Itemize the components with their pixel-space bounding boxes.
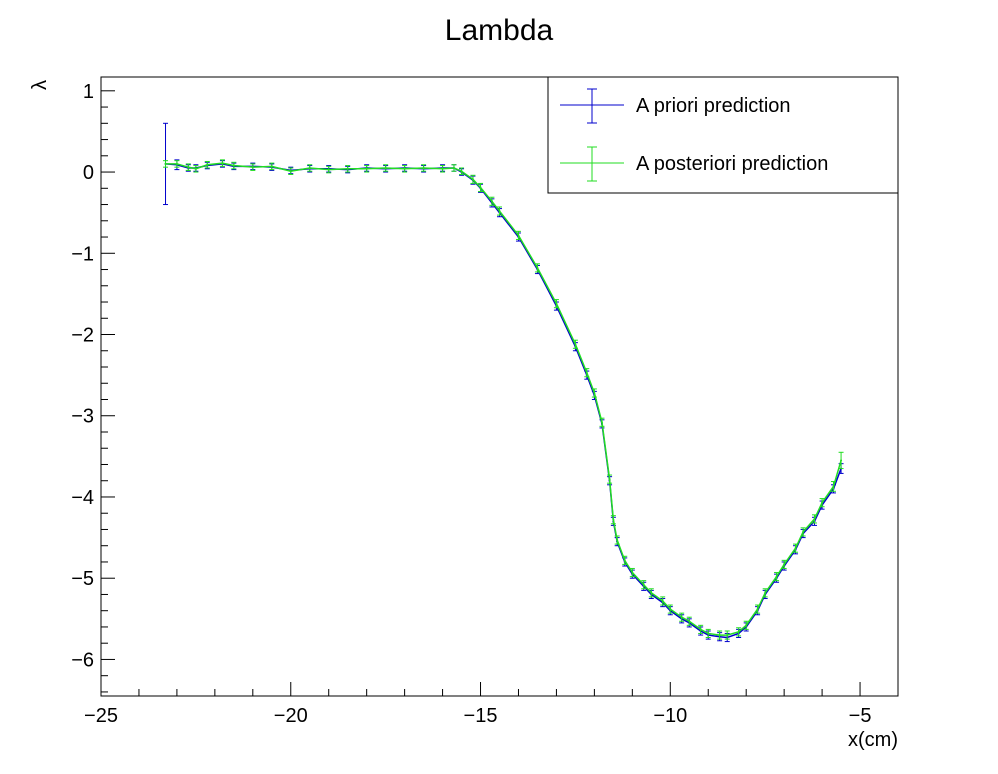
data-point: [764, 591, 767, 594]
data-point: [221, 162, 224, 165]
plot-frame: [100, 76, 899, 697]
y-axis: 1 0 −1 −2 −3 −4 −5 −6: [71, 81, 115, 693]
y-tick-label: 1: [83, 81, 94, 103]
legend: A priori prediction A posteriori predict…: [547, 76, 899, 194]
legend-label-a-posteriori: A posteriori prediction: [636, 153, 828, 175]
data-point: [616, 539, 619, 542]
data-point: [612, 518, 615, 521]
data-point: [775, 575, 778, 578]
data-point: [452, 166, 455, 169]
data-point: [365, 167, 368, 170]
legend-label-a-priori: A priori prediction: [636, 95, 791, 117]
data-point: [490, 200, 493, 203]
data-point: [680, 616, 683, 619]
series-0: [163, 122, 844, 643]
y-tick-label: −6: [71, 649, 94, 671]
x-axis: −25 −20 −15 −10 −5: [84, 682, 899, 727]
data-point: [308, 166, 311, 169]
data-point: [699, 628, 702, 631]
data-point: [251, 166, 254, 169]
data-point: [327, 168, 330, 171]
data-point: [688, 620, 691, 623]
data-point: [471, 178, 474, 181]
data-point: [642, 583, 645, 586]
data-point: [164, 162, 167, 165]
data-point: [661, 599, 664, 602]
data-point: [479, 186, 482, 189]
data-point: [623, 559, 626, 562]
data-point: [346, 167, 349, 170]
y-tick-label: −5: [71, 568, 94, 590]
data-point: [422, 166, 425, 169]
data-point: [756, 608, 759, 611]
data-point: [517, 234, 520, 237]
data-point: [650, 591, 653, 594]
data-point: [536, 266, 539, 269]
x-tick-label: −5: [849, 705, 872, 727]
series-1: [163, 159, 844, 640]
data-point: [737, 630, 740, 633]
legend-box: [547, 76, 899, 194]
y-axis-label: λ: [29, 80, 51, 90]
data-point: [802, 530, 805, 533]
data-point: [783, 563, 786, 566]
data-point: [194, 167, 197, 170]
chart-title: Lambda: [445, 14, 554, 47]
y-tick-label: −1: [71, 243, 94, 265]
data-point: [441, 167, 444, 170]
data-point: [175, 162, 178, 165]
y-tick-label: −2: [71, 325, 94, 347]
data-point: [726, 634, 729, 637]
data-point: [498, 210, 501, 213]
data-point: [232, 164, 235, 167]
series-layer: [163, 122, 844, 643]
data-point: [745, 624, 748, 627]
y-tick-label: −4: [71, 487, 94, 509]
x-tick-label: −10: [653, 705, 687, 727]
data-point: [574, 343, 577, 346]
y-tick-label: 0: [83, 162, 94, 184]
data-point: [608, 478, 611, 481]
series-line-0: [165, 163, 842, 639]
data-point: [600, 421, 603, 424]
data-point: [289, 170, 292, 173]
data-point: [206, 163, 209, 166]
data-point: [832, 485, 835, 488]
data-point: [718, 634, 721, 637]
data-point: [707, 632, 710, 635]
data-point: [403, 167, 406, 170]
data-point: [631, 571, 634, 574]
x-tick-label: −15: [464, 705, 498, 727]
data-point: [840, 459, 843, 462]
x-axis-label: x(cm): [848, 729, 898, 751]
data-point: [813, 517, 816, 520]
y-tick-label: −3: [71, 406, 94, 428]
series-line-1: [165, 162, 842, 636]
data-point: [270, 165, 273, 168]
x-tick-label: −25: [84, 705, 118, 727]
legend-entry-a-priori: A priori prediction: [560, 88, 791, 124]
data-point: [460, 170, 463, 173]
legend-entry-a-posteriori: A posteriori prediction: [560, 146, 828, 182]
data-point: [555, 302, 558, 305]
data-point: [384, 166, 387, 169]
x-tick-label: −20: [274, 705, 308, 727]
plot-area: [100, 76, 899, 697]
data-point: [794, 547, 797, 550]
data-point: [585, 371, 588, 374]
data-point: [821, 501, 824, 504]
data-point: [669, 608, 672, 611]
data-point: [593, 391, 596, 394]
data-point: [187, 166, 190, 169]
